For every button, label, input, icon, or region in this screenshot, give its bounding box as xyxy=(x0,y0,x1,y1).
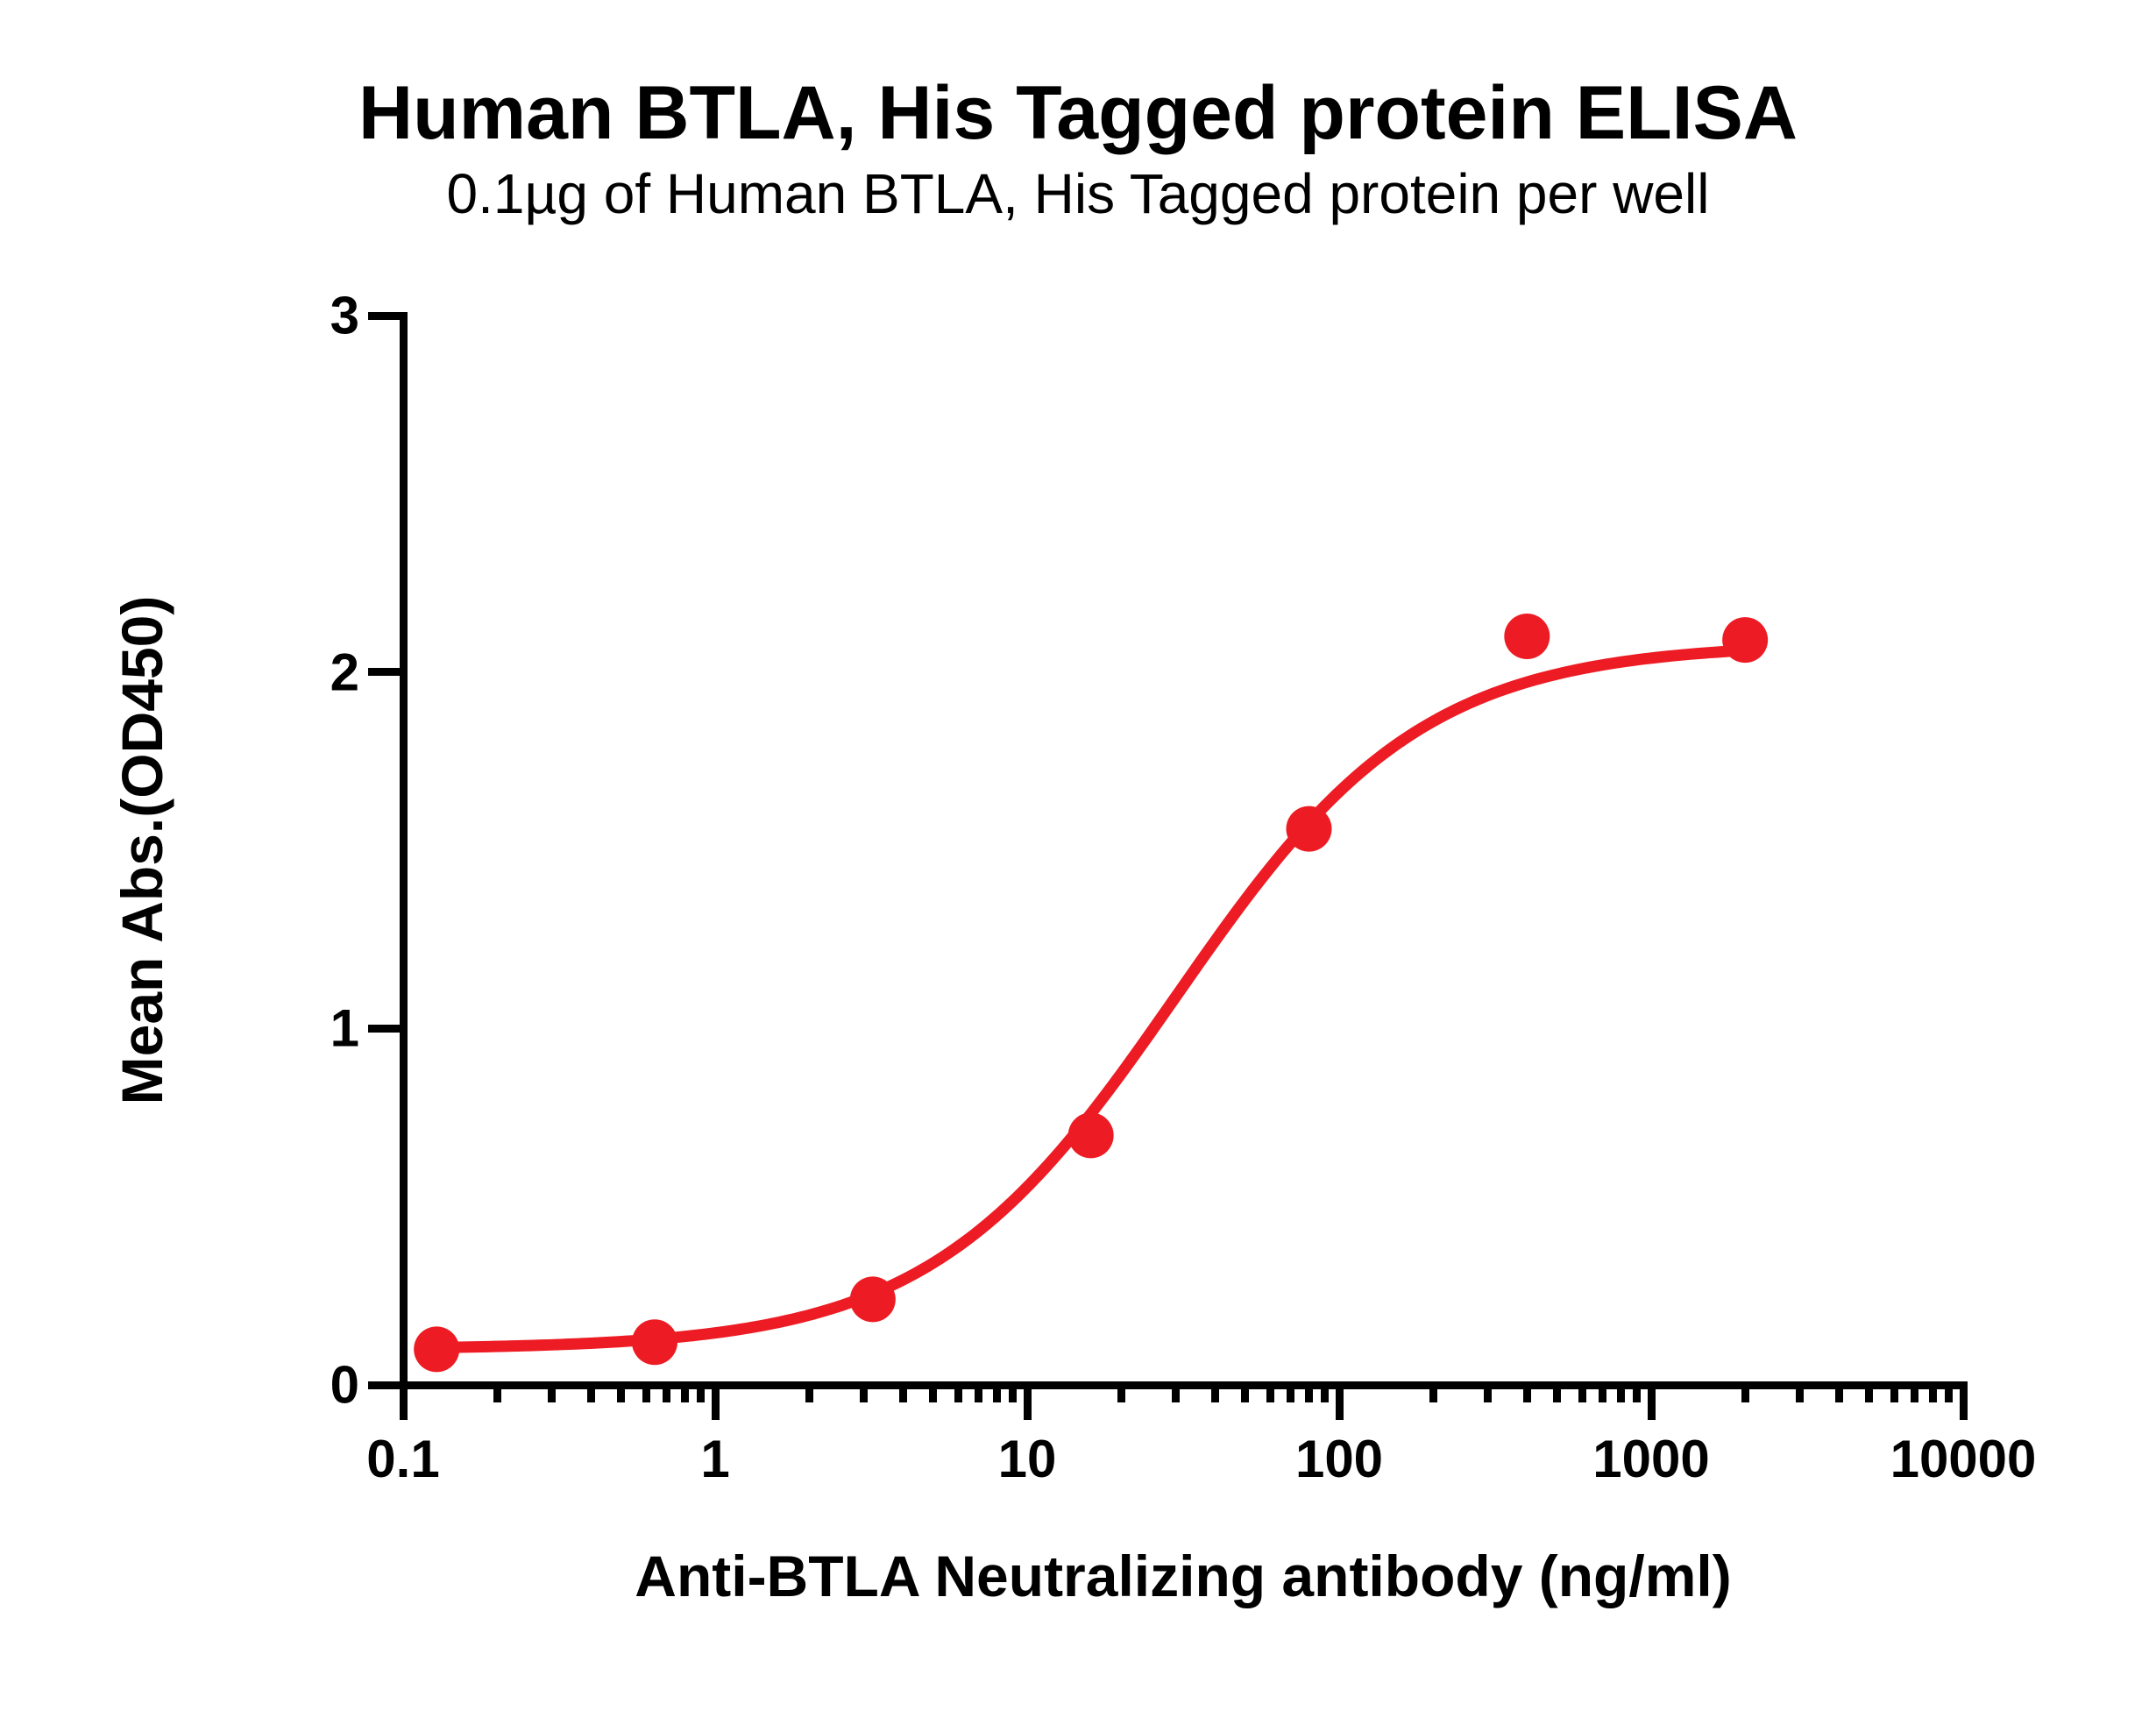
x-minor-tick xyxy=(1945,1385,1953,1402)
x-minor-tick xyxy=(1241,1385,1249,1402)
x-tick-label: 10000 xyxy=(1890,1429,2037,1489)
data-point xyxy=(1504,614,1550,659)
x-minor-tick xyxy=(860,1385,868,1402)
x-tick-label: 0.1 xyxy=(366,1429,439,1489)
x-minor-tick xyxy=(642,1385,650,1402)
y-tick-label: 2 xyxy=(330,642,359,702)
x-minor-tick xyxy=(1929,1385,1937,1402)
y-major-tick xyxy=(368,1381,403,1389)
y-tick-label: 0 xyxy=(330,1355,359,1416)
x-minor-tick xyxy=(1523,1385,1531,1402)
x-minor-tick xyxy=(1911,1385,1918,1402)
x-minor-tick xyxy=(1009,1385,1017,1402)
y-tick-label: 3 xyxy=(330,286,359,346)
x-minor-tick xyxy=(1266,1385,1274,1402)
y-axis-label: Mean Abs.(OD450) xyxy=(109,596,175,1105)
x-tick-label: 100 xyxy=(1295,1429,1383,1489)
fit-curve xyxy=(428,650,1752,1348)
series-svg xyxy=(403,316,1963,1385)
x-minor-tick xyxy=(1599,1385,1606,1402)
x-minor-tick xyxy=(1321,1385,1329,1402)
y-tick-label: 1 xyxy=(330,998,359,1059)
data-point xyxy=(414,1326,459,1372)
chart-title: Human BTLA, His Tagged protein ELISA xyxy=(0,70,2156,157)
data-point xyxy=(632,1319,677,1365)
x-major-tick xyxy=(400,1385,408,1420)
x-tick-label: 1000 xyxy=(1592,1429,1709,1489)
x-minor-tick xyxy=(1578,1385,1586,1402)
data-point xyxy=(1068,1112,1114,1158)
data-point xyxy=(1287,806,1332,852)
x-minor-tick xyxy=(975,1385,982,1402)
chart-stage: Human BTLA, His Tagged protein ELISA 0.1… xyxy=(0,0,2156,1725)
x-minor-tick xyxy=(1835,1385,1843,1402)
x-major-tick xyxy=(1024,1385,1032,1420)
x-minor-tick xyxy=(663,1385,670,1402)
x-minor-tick xyxy=(1484,1385,1492,1402)
x-minor-tick xyxy=(929,1385,937,1402)
x-minor-tick xyxy=(805,1385,813,1402)
x-minor-tick xyxy=(681,1385,689,1402)
x-minor-tick xyxy=(1429,1385,1437,1402)
x-minor-tick xyxy=(1617,1385,1625,1402)
x-minor-tick xyxy=(1865,1385,1873,1402)
x-tick-label: 1 xyxy=(700,1429,729,1489)
data-point xyxy=(850,1276,896,1322)
x-minor-tick xyxy=(548,1385,556,1402)
x-minor-tick xyxy=(993,1385,1001,1402)
plot-area: Mean Abs.(OD450) 0.11101001000100000123 xyxy=(403,316,1963,1385)
x-minor-tick xyxy=(697,1385,705,1402)
x-minor-tick xyxy=(1890,1385,1898,1402)
x-minor-tick xyxy=(1117,1385,1125,1402)
x-minor-tick xyxy=(1553,1385,1561,1402)
y-major-tick xyxy=(368,1025,403,1033)
x-minor-tick xyxy=(954,1385,962,1402)
x-major-tick xyxy=(1336,1385,1344,1420)
y-major-tick xyxy=(368,668,403,676)
x-major-tick xyxy=(1648,1385,1656,1420)
x-minor-tick xyxy=(587,1385,595,1402)
x-tick-label: 10 xyxy=(998,1429,1057,1489)
data-point xyxy=(1722,617,1768,663)
x-minor-tick xyxy=(1172,1385,1180,1402)
chart-subtitle: 0.1µg of Human BTLA, His Tagged protein … xyxy=(0,161,2156,226)
x-minor-tick xyxy=(899,1385,907,1402)
y-major-tick xyxy=(368,312,403,320)
x-minor-tick xyxy=(617,1385,625,1402)
x-minor-tick xyxy=(1211,1385,1219,1402)
x-axis-label: Anti-BTLA Neutralizing antibody (ng/ml) xyxy=(403,1543,1963,1609)
x-major-tick xyxy=(712,1385,720,1420)
x-minor-tick xyxy=(493,1385,501,1402)
x-major-tick xyxy=(1960,1385,1968,1420)
x-minor-tick xyxy=(1741,1385,1749,1402)
x-minor-tick xyxy=(1287,1385,1294,1402)
x-minor-tick xyxy=(1305,1385,1313,1402)
x-minor-tick xyxy=(1796,1385,1804,1402)
x-minor-tick xyxy=(1633,1385,1641,1402)
